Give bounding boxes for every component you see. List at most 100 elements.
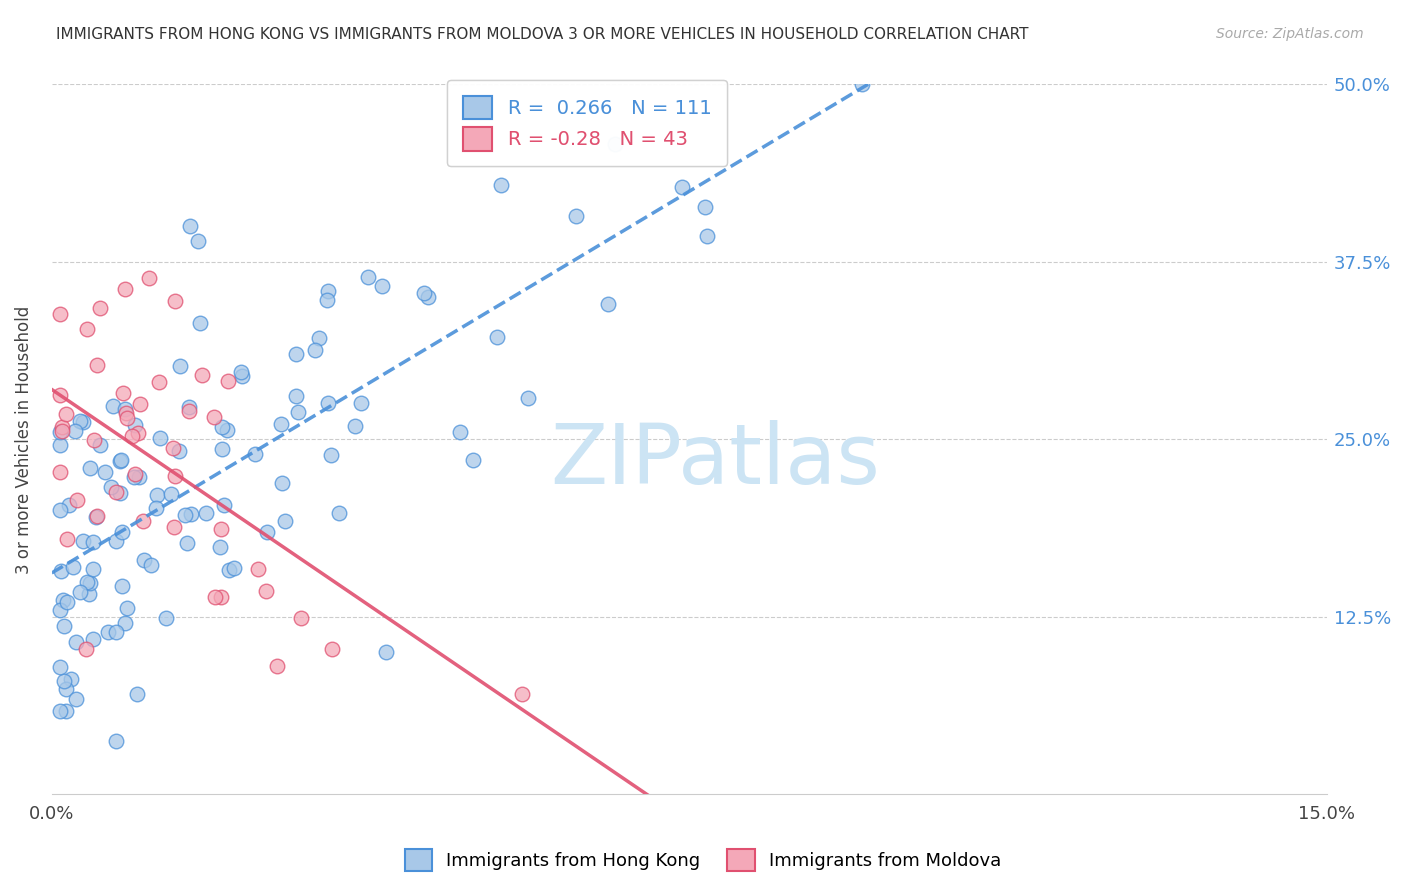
Point [211, 419, 233, 434]
Point [72, 533, 94, 548]
Point [696, 228, 718, 243]
Point [89, 301, 111, 315]
Point [246, 562, 269, 576]
Point [108, 454, 131, 468]
Point [69, 414, 91, 428]
Point [49, 603, 72, 617]
Point [125, 687, 148, 701]
Point [176, 536, 198, 550]
Y-axis label: 3 or more Vehicles in Household: 3 or more Vehicles in Household [15, 305, 32, 574]
Point [180, 507, 202, 521]
Point [138, 271, 160, 285]
Point [86, 509, 108, 524]
Point [343, 418, 366, 433]
Point [167, 443, 190, 458]
Point [55, 704, 77, 718]
Point [132, 552, 155, 566]
Point [110, 453, 132, 467]
Point [165, 468, 187, 483]
Point [177, 400, 200, 414]
Text: IMMIGRANTS FROM HONG KONG VS IMMIGRANTS FROM MOLDOVA 3 OR MORE VEHICLES IN HOUSE: IMMIGRANTS FROM HONG KONG VS IMMIGRANTS … [56, 27, 1029, 42]
Point [149, 431, 172, 445]
Point [103, 399, 125, 413]
Point [79, 460, 101, 475]
Point [52, 593, 75, 607]
Point [86, 509, 108, 524]
Text: Source: ZipAtlas.com: Source: ZipAtlas.com [1216, 27, 1364, 41]
Point [128, 469, 150, 483]
Point [218, 563, 240, 577]
Point [100, 480, 122, 494]
Point [69, 585, 91, 599]
Point [146, 488, 169, 502]
Point [115, 406, 138, 420]
Point [114, 282, 136, 296]
Point [49, 387, 72, 401]
Point [318, 284, 340, 298]
Point [321, 642, 343, 657]
Point [124, 417, 146, 432]
Point [53, 674, 76, 689]
Point [215, 423, 238, 437]
Point [209, 523, 232, 537]
Point [212, 498, 235, 512]
Point [132, 514, 155, 528]
Point [243, 447, 266, 461]
Point [603, 136, 626, 151]
Point [316, 293, 339, 308]
Point [55, 594, 77, 608]
Point [65, 635, 87, 649]
Point [357, 269, 380, 284]
Point [565, 209, 588, 223]
Point [49, 503, 72, 517]
Legend: Immigrants from Hong Kong, Immigrants from Moldova: Immigrants from Hong Kong, Immigrants fr… [398, 842, 1008, 879]
Point [105, 534, 128, 549]
Point [127, 426, 149, 441]
Point [254, 583, 277, 598]
Point [319, 448, 342, 462]
Point [165, 293, 187, 308]
Point [308, 331, 330, 345]
Point [190, 368, 212, 383]
Point [162, 520, 184, 534]
Point [145, 500, 167, 515]
Point [108, 485, 131, 500]
Point [229, 365, 252, 379]
Point [284, 347, 307, 361]
Point [63, 425, 86, 439]
Point [187, 234, 209, 248]
Point [79, 576, 101, 591]
Point [72, 415, 94, 429]
Point [316, 396, 339, 410]
Point [114, 615, 136, 630]
Point [49, 308, 72, 322]
Point [89, 438, 111, 452]
Point [231, 368, 253, 383]
Point [224, 561, 246, 575]
Point [285, 389, 308, 403]
Point [209, 590, 232, 604]
Point [104, 625, 127, 640]
Point [65, 493, 87, 508]
Point [179, 404, 201, 418]
Point [111, 386, 134, 401]
Point [217, 375, 239, 389]
Point [412, 286, 434, 301]
Point [86, 358, 108, 372]
Point [49, 466, 72, 480]
Text: ZIPatlas: ZIPatlas [550, 420, 880, 501]
Point [55, 681, 77, 696]
Point [124, 467, 146, 482]
Point [51, 420, 73, 434]
Point [114, 401, 136, 416]
Point [49, 704, 72, 718]
Point [62, 560, 84, 574]
Point [416, 290, 439, 304]
Point [105, 733, 128, 747]
Point [370, 279, 392, 293]
Point [115, 411, 138, 425]
Point [194, 506, 217, 520]
Point [53, 619, 76, 633]
Point [51, 425, 73, 439]
Point [693, 200, 716, 214]
